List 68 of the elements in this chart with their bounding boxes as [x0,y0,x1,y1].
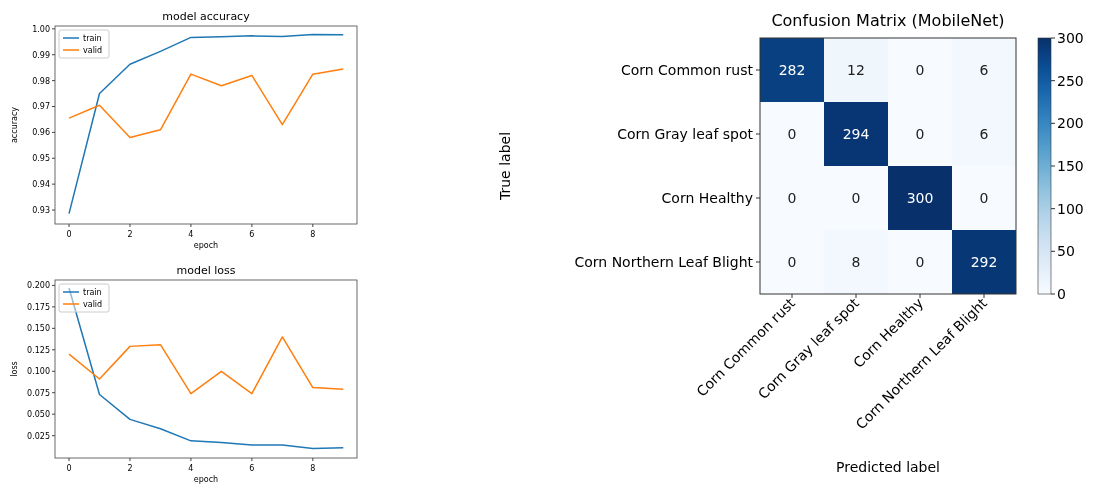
chart-title: model accuracy [162,10,251,23]
color-bar-label: 300 [1057,30,1084,46]
y-tick-label: Corn Healthy [661,190,753,206]
x-axis-title: epoch [193,475,219,484]
x-tick-label: 4 [188,464,194,473]
x-tick-label: 6 [249,464,255,473]
line-series [68,336,345,395]
color-bar-label: 250 [1057,72,1084,89]
x-axis-title: epoch [193,241,219,250]
y-tick-label: 0.100 [27,367,50,377]
chart-title: model loss [176,264,236,277]
y-axis-title: accuracy [10,106,19,144]
y-tick-label: 0.025 [27,431,50,441]
y-tick-label: 0.200 [27,281,50,291]
x-tick-label: 0 [66,230,72,239]
x-tick-label: 2 [127,230,133,239]
data-label: 0 [979,190,989,206]
legend-label: valid [83,46,103,55]
y-tick-label: 0.175 [27,302,50,312]
data-label: 0 [787,126,797,142]
y-tick-label: 0.075 [27,388,50,398]
data-label: 0 [787,254,797,270]
data-label: 282 [778,62,806,78]
color-bar-label: 150 [1057,158,1084,174]
x-axis-title: Predicted label [835,459,941,475]
x-tick-label: 8 [310,464,316,473]
data-label: 300 [906,190,934,206]
data-label: 0 [915,254,925,270]
legend-label: train [83,288,102,297]
data-label: 294 [842,126,870,142]
data-label: 0 [787,190,797,206]
chart-title: Confusion Matrix (MobileNet) [771,11,1005,30]
y-axis-title: loss [10,361,19,377]
y-tick-label: Corn Common rust [620,62,754,78]
data-label: 6 [979,126,989,142]
color-bar-label: 50 [1057,243,1075,260]
y-tick-label: 0.96 [32,128,50,138]
y-tick-label: 0.150 [27,324,50,334]
x-tick-label: 2 [127,464,133,473]
y-tick-label: Corn Gray leaf spot [617,126,754,142]
y-tick-label: 0.93 [32,206,50,216]
y-tick-label: Corn Northern Leaf Blight [574,254,754,270]
y-tick-label: 0.95 [32,154,50,164]
data-label: 6 [979,62,989,78]
x-tick-label: 4 [188,230,194,239]
y-axis-title: True label [497,131,513,202]
data-label: 0 [851,190,861,206]
line-series [68,68,345,139]
data-label: 0 [915,62,925,78]
data-label: 292 [970,254,998,270]
data-label: 0 [915,126,925,142]
x-tick-label: 6 [249,230,255,239]
legend-label: train [83,34,102,43]
data-label: 8 [851,254,861,270]
y-tick-label: 0.97 [32,102,50,112]
y-tick-label: 0.125 [27,345,50,355]
y-tick-label: 0.99 [32,50,50,60]
y-tick-label: 1.00 [32,24,50,34]
legend-label: valid [83,300,103,309]
y-tick-label: 0.94 [32,180,50,190]
color-bar-label: 200 [1057,115,1084,132]
data-label: 12 [847,62,865,78]
y-tick-label: 0.050 [27,410,50,420]
line-series [68,33,345,215]
y-tick-label: 0.98 [32,76,50,86]
color-bar-label: 100 [1057,200,1084,217]
x-tick-label: 0 [66,464,72,473]
x-tick-label: 8 [310,230,316,239]
